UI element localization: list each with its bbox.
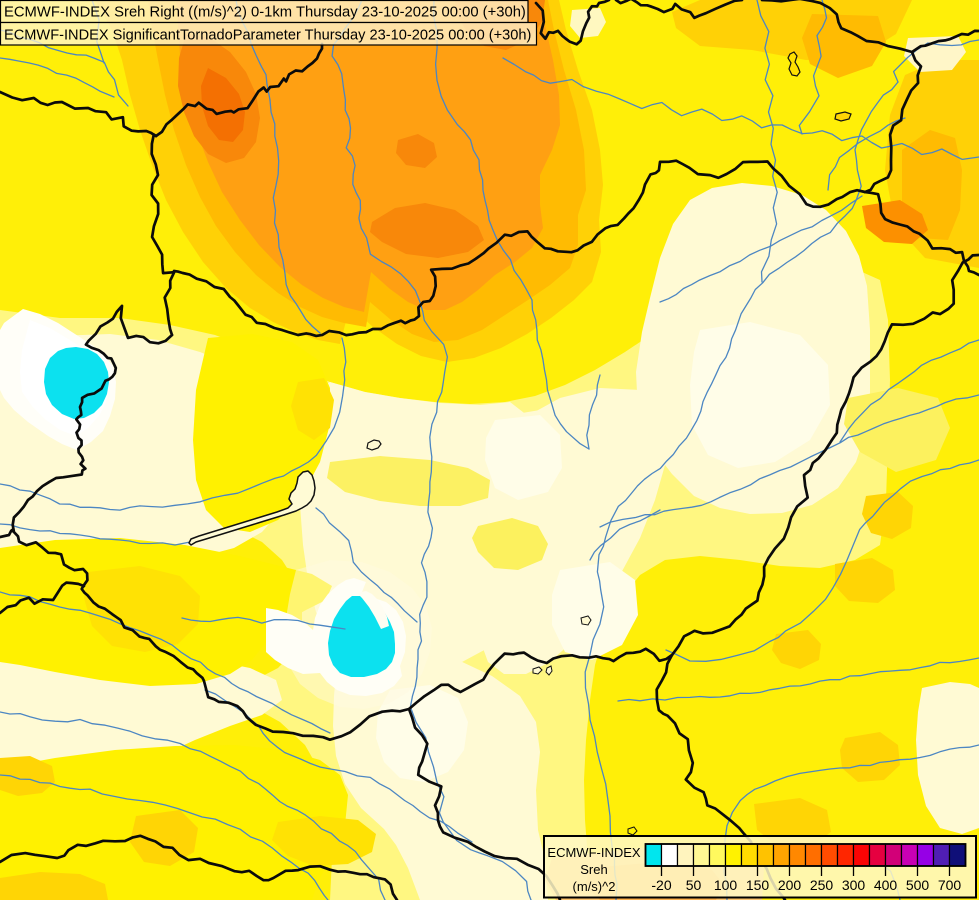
svg-text:300: 300 xyxy=(842,877,866,893)
svg-text:50: 50 xyxy=(686,877,702,893)
svg-text:250: 250 xyxy=(810,877,834,893)
svg-text:ECMWF-INDEX: ECMWF-INDEX xyxy=(547,845,640,860)
svg-text:100: 100 xyxy=(714,877,738,893)
svg-text:500: 500 xyxy=(906,877,930,893)
svg-text:700: 700 xyxy=(938,877,962,893)
svg-text:ECMWF-INDEX Sreh Right ((m/s)^: ECMWF-INDEX Sreh Right ((m/s)^2) 0-1km T… xyxy=(4,5,526,21)
svg-text:ECMWF-INDEX SignificantTornado: ECMWF-INDEX SignificantTornadoParameter … xyxy=(4,28,531,44)
svg-text:400: 400 xyxy=(874,877,898,893)
svg-text:(m/s)^2: (m/s)^2 xyxy=(573,879,616,894)
svg-text:-20: -20 xyxy=(651,877,671,893)
svg-text:150: 150 xyxy=(746,877,770,893)
svg-text:Sreh: Sreh xyxy=(580,862,607,877)
svg-text:200: 200 xyxy=(778,877,802,893)
